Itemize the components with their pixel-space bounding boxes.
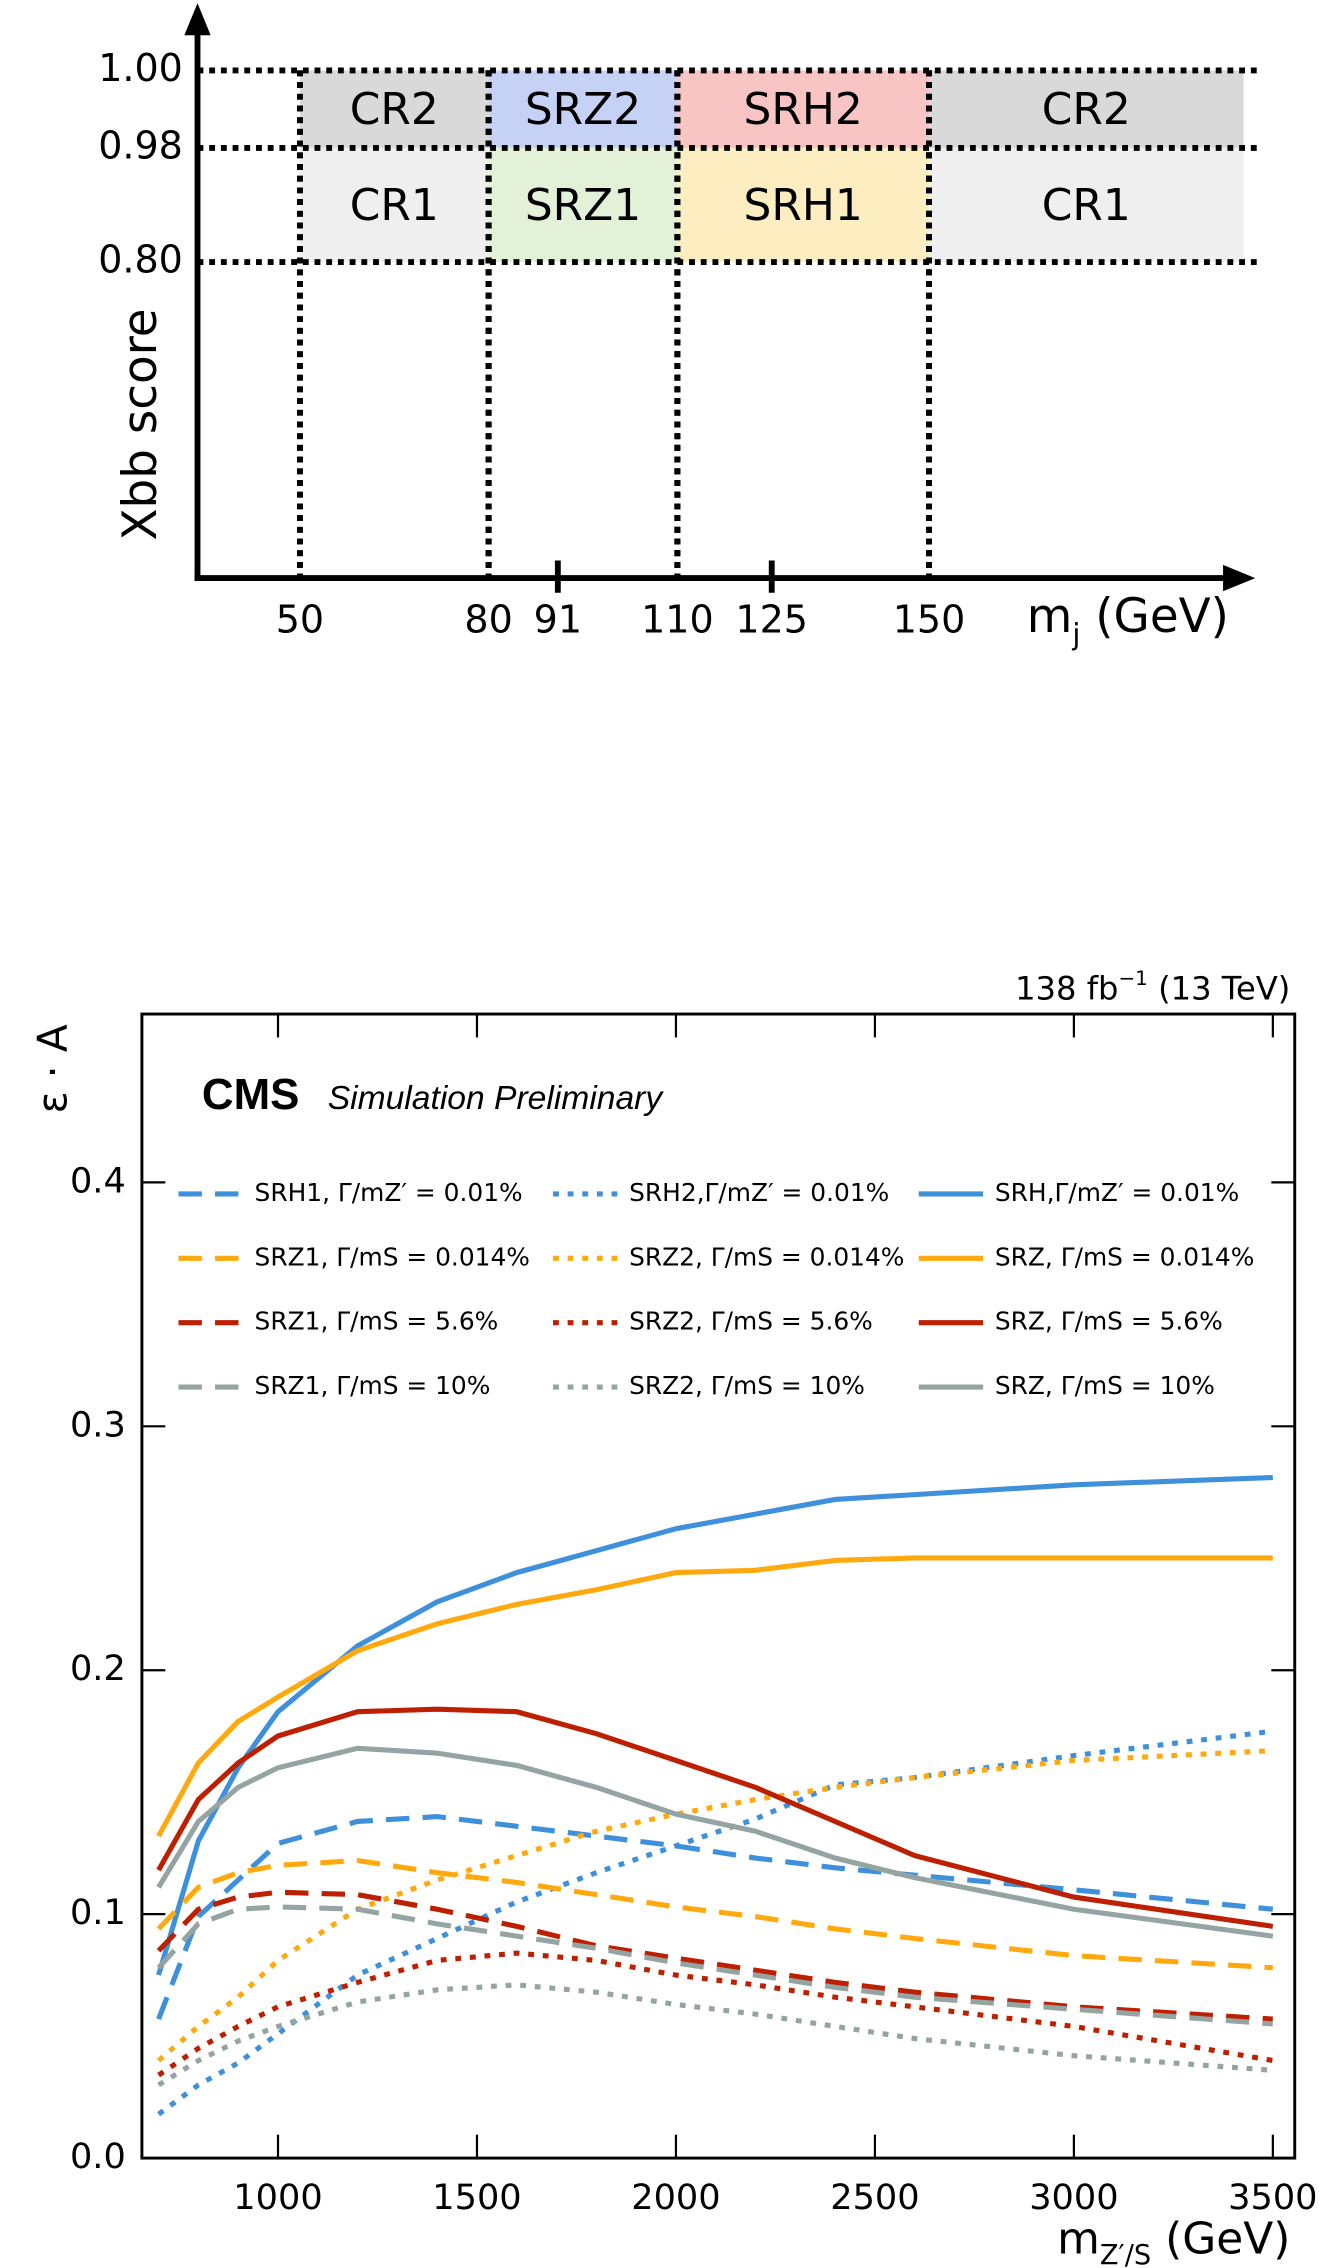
x-tick-label: 2500 xyxy=(830,2177,919,2218)
y-tick-label: 1.00 xyxy=(98,46,183,90)
region xyxy=(299,70,489,148)
lumi-label-part: (13 TeV) xyxy=(1148,970,1290,1008)
region-label: CR2 xyxy=(350,84,439,135)
y-tick-label: 0.2 xyxy=(70,1648,126,1689)
region-label: SRH1 xyxy=(744,180,863,231)
region xyxy=(488,147,678,263)
series-line xyxy=(156,1814,1274,2021)
x-tick-label: 125 xyxy=(735,597,808,641)
region-label: CR1 xyxy=(350,180,439,231)
x-axis-label-part: (GeV) xyxy=(1151,2213,1290,2264)
region-label: SRZ2 xyxy=(525,84,641,135)
legend-label: SRZ1, Γ/mS = 10% xyxy=(255,1371,491,1400)
x-tick-label: 50 xyxy=(276,597,324,641)
series-line xyxy=(156,1904,1273,2027)
y-tick-label: 0.98 xyxy=(98,123,183,167)
y-axis-arrow xyxy=(184,3,211,36)
y-axis-label: Xbb score xyxy=(114,308,168,540)
legend-label: SRZ1, Γ/mS = 5.6% xyxy=(255,1307,499,1336)
series-line xyxy=(156,1706,1274,1929)
lumi-label-part: 138 fb xyxy=(1015,970,1118,1008)
plot-frame xyxy=(140,1012,1297,2160)
region xyxy=(677,70,929,148)
legend-label: SRZ, Γ/mS = 0.014% xyxy=(995,1242,1255,1271)
x-axis-label: mZ′/S (GeV) xyxy=(1057,2213,1290,2268)
subtitle: Simulation Preliminary xyxy=(328,1080,665,1117)
region xyxy=(677,147,929,263)
lumi-label: 138 fb−1 (13 TeV) xyxy=(1015,965,1290,1007)
x-tick-label: 3500 xyxy=(1228,2177,1317,2218)
y-tick-label: 0.0 xyxy=(70,2136,126,2177)
series-line xyxy=(157,1982,1273,2088)
lumi-label-part: −1 xyxy=(1118,965,1147,989)
y-tick-label: 0.3 xyxy=(70,1404,126,1445)
series-line xyxy=(156,1745,1274,1939)
x-tick-label: 1500 xyxy=(432,2177,521,2218)
x-axis-label-part: (GeV) xyxy=(1080,590,1228,644)
region-label: CR2 xyxy=(1042,84,1131,135)
series-line xyxy=(156,1889,1273,2022)
legend-label: SRH1, Γ/mZ′ = 0.01% xyxy=(255,1178,523,1207)
legend-label: SRZ, Γ/mS = 5.6% xyxy=(995,1307,1223,1336)
x-tick-label: 110 xyxy=(641,597,714,641)
y-tick-label: 0.1 xyxy=(70,1892,126,1933)
x-axis-arrow xyxy=(1223,564,1256,592)
x-axis-label: mj (GeV) xyxy=(1027,590,1229,652)
region xyxy=(299,147,489,263)
x-axis-label-part: Z′/S xyxy=(1100,2240,1151,2268)
legend-label: SRZ1, Γ/mS = 0.014% xyxy=(255,1242,530,1271)
y-tick-label: 0.4 xyxy=(70,1160,126,1201)
series-line xyxy=(156,1857,1273,1971)
series-line xyxy=(156,1555,1273,1838)
legend-label: SRH2,Γ/mZ′ = 0.01% xyxy=(629,1178,889,1207)
region-label: CR1 xyxy=(1042,180,1131,231)
x-tick-label: 1000 xyxy=(233,2177,322,2218)
region-label: SRH2 xyxy=(744,84,863,135)
region xyxy=(928,147,1244,263)
series-line xyxy=(157,1728,1274,2117)
x-tick-label: 2000 xyxy=(631,2177,720,2218)
experiment-label: CMS xyxy=(202,1070,300,1119)
y-axis-label: ε · A xyxy=(29,1024,77,1113)
region-label: SRZ1 xyxy=(525,180,641,231)
x-tick-label: 91 xyxy=(534,597,582,641)
legend-label: SRH,Γ/mZ′ = 0.01% xyxy=(995,1178,1239,1207)
x-tick-label: 150 xyxy=(893,597,966,641)
x-axis-label-part: j xyxy=(1071,618,1080,652)
series-line xyxy=(156,1748,1273,2063)
legend-label: SRZ2, Γ/mS = 10% xyxy=(629,1371,865,1400)
region xyxy=(928,70,1244,148)
x-tick-label: 3000 xyxy=(1029,2177,1118,2218)
x-axis-label-part: m xyxy=(1057,2213,1100,2264)
x-tick-label: 80 xyxy=(464,597,512,641)
region xyxy=(488,70,678,148)
legend-label: SRZ, Γ/mS = 10% xyxy=(995,1371,1215,1400)
y-tick-label: 0.80 xyxy=(98,238,183,282)
legend-label: SRZ2, Γ/mS = 0.014% xyxy=(629,1242,904,1271)
x-axis-label-part: m xyxy=(1027,590,1073,644)
legend-label: SRZ2, Γ/mS = 5.6% xyxy=(629,1307,873,1336)
